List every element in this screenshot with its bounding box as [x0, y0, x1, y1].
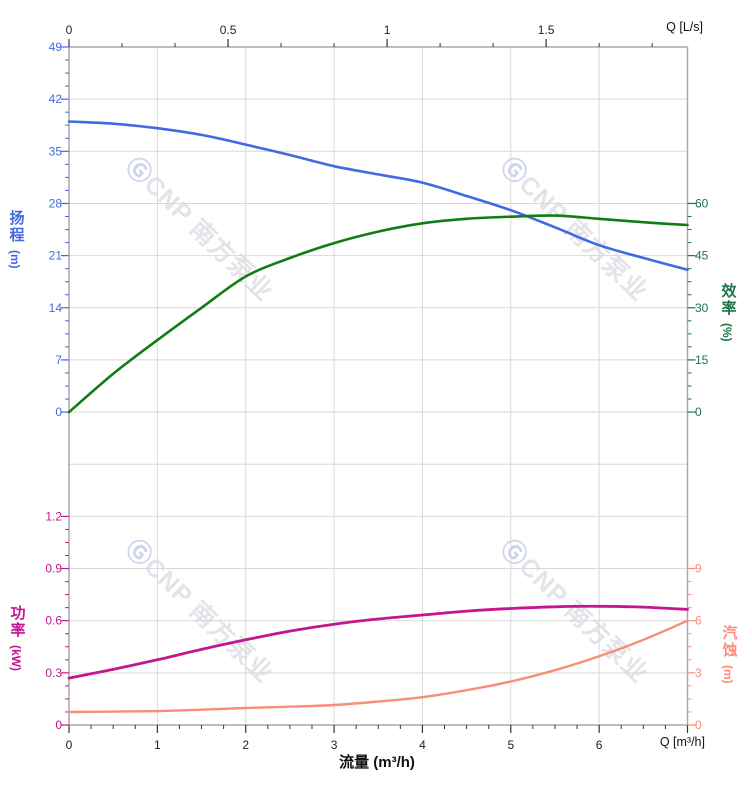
cnp-watermark: ⒼCNP 南方泵业	[495, 151, 654, 306]
efficiency-tick-label: 15	[695, 353, 709, 367]
bottom-axis-corner-label: Q [m³/h]	[660, 735, 705, 749]
power-axis-title: 功率 (kW)	[9, 605, 26, 671]
top-tick-label: 1	[384, 23, 391, 37]
head-axis-title: 扬程 (m)	[8, 209, 25, 269]
head-tick-label: 0	[55, 405, 62, 419]
top-axis-unit-label: Q [L/s]	[666, 20, 703, 34]
npsh-tick-label: 3	[695, 666, 702, 680]
gridlines	[69, 47, 688, 725]
head-tick-label: 14	[49, 301, 63, 315]
bottom-tick-label: 3	[331, 738, 338, 752]
curves	[67, 120, 689, 714]
efficiency-axis-title-unit: (%)	[720, 323, 734, 342]
bottom-flow-axis: 0 1 2 3 4 5 6 Q [m³/h] 流量 (m³/h)	[66, 724, 705, 771]
head-tick-label: 7	[55, 353, 62, 367]
head-curve	[67, 120, 689, 272]
efficiency-axis-title: 效率 (%)	[720, 282, 737, 342]
bottom-tick-label: 2	[242, 738, 249, 752]
head-tick-label: 35	[49, 144, 63, 158]
cnp-watermark: ⒼCNP 南方泵业	[120, 151, 279, 306]
head-tick-label: 42	[49, 92, 63, 106]
head-axis-title-char: 扬	[9, 209, 24, 227]
power-axis: 1.2 0.9 0.6 0.3 0	[45, 509, 69, 732]
power-axis-title-unit: (kW)	[9, 645, 23, 671]
efficiency-curve	[67, 214, 689, 414]
efficiency-tick-label: 45	[695, 249, 709, 263]
npsh-axis: 9 6 3 0	[687, 562, 702, 732]
bottom-tick-label: 5	[507, 738, 514, 752]
npsh-curve	[67, 619, 689, 714]
npsh-axis-title: 汽蚀 (m)	[721, 624, 738, 684]
top-tick-label: 0.5	[220, 23, 237, 37]
power-tick-label: 0.9	[45, 562, 62, 576]
power-curve	[67, 604, 689, 680]
bottom-tick-label: 1	[154, 738, 161, 752]
npsh-axis-title-unit: (m)	[721, 665, 735, 684]
top-tick-label: 0	[66, 23, 73, 37]
cnp-watermark: ⒼCNP 南方泵业	[120, 533, 279, 688]
power-tick-label: 1.2	[45, 509, 62, 523]
efficiency-axis: 60 45 30 15 0	[687, 196, 709, 419]
bottom-tick-label: 6	[596, 738, 603, 752]
efficiency-axis-title-char: 效	[721, 282, 737, 300]
efficiency-tick-label: 30	[695, 301, 709, 315]
head-tick-label: 21	[49, 249, 63, 263]
top-flow-axis: 0 0.5 1 1.5 Q [L/s]	[66, 20, 703, 47]
npsh-axis-title-char: 蚀	[721, 641, 737, 659]
power-tick-label: 0.3	[45, 666, 62, 680]
npsh-tick-label: 0	[695, 718, 702, 732]
bottom-axis-title: 流量 (m³/h)	[339, 753, 415, 771]
bottom-tick-label: 4	[419, 738, 426, 752]
head-axis-title-unit: (m)	[8, 250, 22, 269]
npsh-axis-title-char: 汽	[722, 624, 737, 642]
efficiency-tick-label: 0	[695, 405, 702, 419]
head-tick-label: 28	[49, 196, 63, 210]
efficiency-axis-title-char: 率	[721, 299, 736, 317]
power-axis-title-char: 功	[10, 605, 25, 622]
power-tick-label: 0	[55, 718, 62, 732]
power-tick-label: 0.6	[45, 614, 62, 628]
efficiency-tick-label: 60	[695, 196, 709, 210]
top-tick-label: 1.5	[538, 23, 555, 37]
power-axis-title-char: 率	[10, 621, 25, 639]
head-axis-title-char: 程	[9, 227, 24, 244]
head-axis: 49 42 35 28 21 14 7 0	[49, 40, 69, 419]
head-tick-label: 49	[49, 40, 63, 54]
npsh-tick-label: 6	[695, 614, 702, 628]
bottom-tick-label: 0	[66, 738, 73, 752]
npsh-tick-label: 9	[695, 562, 702, 576]
